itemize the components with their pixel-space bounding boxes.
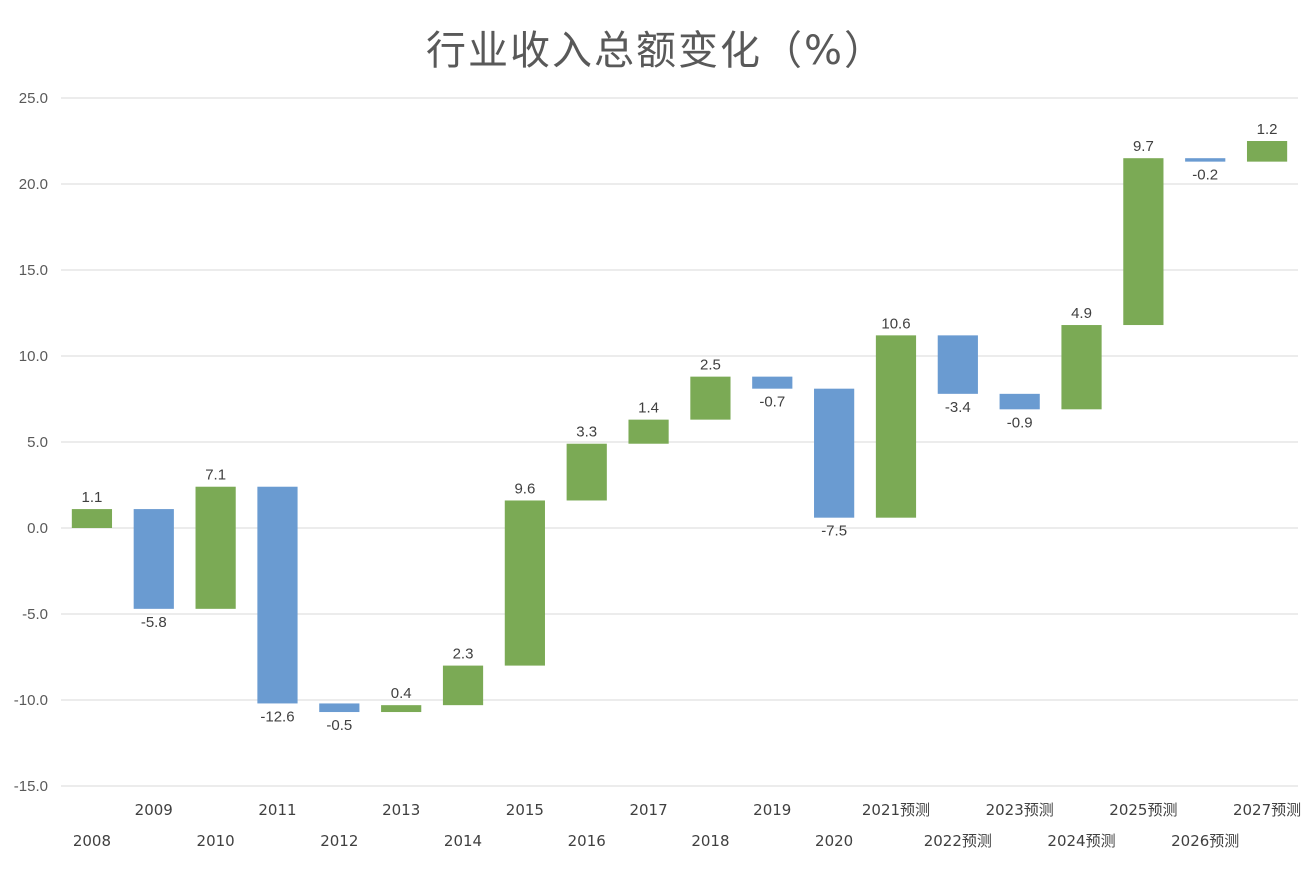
- decrease-bar: [814, 388, 855, 518]
- x-tick-label: 2014: [444, 832, 482, 850]
- data-label: 0.4: [391, 685, 412, 702]
- x-tick-label: 2013: [382, 801, 420, 819]
- x-tick-label: 2021预测: [862, 801, 930, 819]
- x-tick-label: 2026预测: [1171, 832, 1239, 850]
- y-tick-label: 5.0: [27, 434, 48, 451]
- axes: 25.0 20.0 15.0 10.0 5.0 0.0 -5.0 -10.0 -15.0 2008…: [14, 90, 1301, 850]
- x-tick-label: 2025预测: [1109, 801, 1177, 819]
- y-tick-label: 15.0: [19, 262, 48, 279]
- data-label: 9.6: [514, 480, 535, 497]
- x-tick-label: 2022预测: [924, 832, 992, 850]
- x-tick-label: 2009: [135, 801, 173, 819]
- x-tick-label: 2015: [506, 801, 544, 819]
- data-label: -0.9: [1007, 414, 1033, 431]
- data-label: -0.7: [759, 394, 785, 411]
- x-tick-label: 2008: [73, 832, 111, 850]
- x-tick-label: 2020: [815, 832, 853, 850]
- increase-bar: [875, 335, 917, 518]
- increase-bar: [628, 419, 669, 444]
- data-label: 2.3: [453, 646, 474, 663]
- decrease-bar: [937, 335, 978, 394]
- x-tick-label: 2019: [753, 801, 791, 819]
- increase-bar: [381, 705, 422, 713]
- data-label: -0.5: [326, 717, 352, 734]
- data-label: 1.4: [638, 400, 659, 417]
- decrease-bar: [752, 376, 793, 389]
- increase-bar: [1123, 158, 1164, 326]
- gridlines: [61, 97, 1298, 787]
- x-tick-label: 2018: [691, 832, 729, 850]
- bars: [71, 141, 1288, 713]
- increase-bar: [1246, 141, 1288, 162]
- x-tick-label: 2011: [258, 801, 296, 819]
- decrease-bar: [999, 393, 1040, 410]
- data-labels: 1.1 -5.8 7.1 -12.6 -0.5 0.4 2.3 9.6 3.3 1.4 2.5 -0.…: [81, 121, 1277, 734]
- y-tick-label: 20.0: [19, 176, 48, 193]
- data-label: -0.2: [1192, 167, 1218, 184]
- x-tick-label: 2017: [629, 801, 667, 819]
- x-tick-label: 2012: [320, 832, 358, 850]
- increase-bar: [442, 665, 484, 706]
- data-label: 1.1: [81, 489, 102, 506]
- y-tick-label: 0.0: [27, 520, 48, 537]
- data-label: -3.4: [945, 399, 971, 416]
- y-tick-label: 10.0: [19, 348, 48, 365]
- y-tick-label: -5.0: [22, 606, 48, 623]
- decrease-bar: [257, 486, 298, 704]
- y-tick-label: -10.0: [14, 692, 48, 709]
- x-tick-label: 2016: [568, 832, 606, 850]
- data-label: -12.6: [260, 708, 294, 725]
- increase-bar: [71, 509, 113, 528]
- decrease-bar: [133, 509, 174, 609]
- y-tick-label: -15.0: [14, 778, 48, 795]
- data-label: 3.3: [576, 424, 597, 441]
- data-label: 1.2: [1257, 121, 1278, 138]
- x-tick-label: 2010: [197, 832, 235, 850]
- x-tick-label: 2024预测: [1047, 832, 1115, 850]
- increase-bar: [1061, 325, 1102, 410]
- data-label: -5.8: [141, 614, 167, 631]
- data-label: -7.5: [821, 523, 847, 540]
- increase-bar: [504, 500, 545, 666]
- data-label: 10.6: [881, 315, 910, 332]
- data-label: 9.7: [1133, 138, 1154, 155]
- increase-bar: [566, 443, 607, 501]
- increase-bar: [690, 376, 731, 420]
- x-tick-label: 2023预测: [986, 801, 1054, 819]
- data-label: 7.1: [205, 467, 226, 484]
- x-tick-label: 2027预测: [1233, 801, 1301, 819]
- y-tick-label: 25.0: [19, 90, 48, 107]
- increase-bar: [195, 486, 236, 609]
- data-label: 2.5: [700, 357, 721, 374]
- chart-title: 行业收入总额变化（%）: [425, 28, 886, 74]
- data-label: 4.9: [1071, 305, 1092, 322]
- decrease-bar: [1185, 158, 1226, 162]
- decrease-bar: [319, 703, 360, 713]
